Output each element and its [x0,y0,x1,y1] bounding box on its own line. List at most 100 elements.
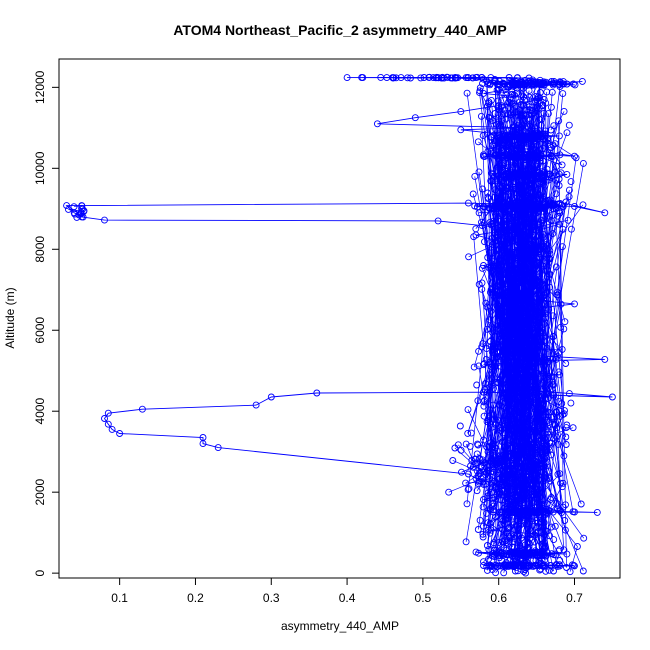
data-point [509,508,517,516]
data-point [525,328,533,336]
data-point [457,126,465,134]
trace-segment [476,462,498,491]
data-point [571,300,578,308]
trace-segment [448,465,513,493]
trace-segment [474,458,503,479]
trace-segment [494,155,502,157]
data-point [495,85,503,93]
trace-segment [479,445,518,474]
data-point [489,342,497,350]
data-point [564,216,572,224]
data-point [542,447,550,455]
trace-segment [509,486,515,497]
data-point [472,474,480,482]
trace-segment [545,412,557,557]
data-point [480,361,487,369]
data-point [491,151,499,159]
trace-segment [514,91,548,307]
trace-segment [476,453,504,475]
data-point [512,496,519,504]
data-point [497,135,505,143]
data-point [466,442,474,450]
y-axis: 0 2000 4000 6000 8000 10000 12000 [33,70,60,576]
data-point [563,421,571,429]
trace-segment [477,442,491,530]
data-point [502,86,510,93]
data-point [562,441,570,448]
data-point [557,323,565,331]
x-tick-label: 0.5 [415,591,432,605]
data-point [490,384,497,392]
data-point [569,424,577,432]
data-point [538,171,546,178]
y-tick-label: 10000 [33,151,47,185]
data-point [507,289,515,297]
data-point [500,375,508,383]
data-point [540,96,548,103]
trace-segment [516,482,519,531]
data-point [517,201,525,209]
data-point [464,406,472,414]
data-point [473,487,481,495]
data-point [490,131,498,139]
data-point [540,81,548,89]
data-point [480,562,487,569]
data-point [464,470,472,478]
data-point [513,493,521,501]
data-point [494,163,502,171]
data-point [463,89,471,97]
data-point [517,253,525,261]
trace-segment [514,82,540,86]
data-point [565,193,573,201]
data-point [511,561,519,569]
data-point [558,161,566,169]
data-point [557,479,565,487]
trace-segment [527,166,557,543]
data-point [555,368,563,376]
data-point [517,124,525,132]
data-point [528,517,536,525]
data-point [509,473,517,481]
data-point [558,201,566,209]
trace-segment [494,447,499,460]
data-point [502,559,510,567]
data-point [546,270,554,278]
data-point [500,569,508,577]
trace-segment [535,134,544,141]
data-point [495,480,503,488]
data-point [495,130,503,138]
data-point [510,294,518,302]
data-point [480,398,488,406]
data-point [540,320,548,328]
data-point [214,444,222,452]
data-point [488,479,496,487]
data-point [502,367,510,375]
data-point [518,294,526,302]
data-point [525,373,533,381]
trace-segment [429,76,445,79]
data-point [548,385,556,393]
data-point [101,415,108,422]
data-point [549,381,557,389]
data-point [525,486,533,494]
data-point [509,380,517,388]
data-point [540,508,548,516]
data-point [503,352,511,360]
data-point [512,366,520,373]
data-point [457,108,465,116]
x-tick-label: 0.4 [339,591,356,605]
trace-segment [527,375,547,413]
data-point [465,253,473,261]
data-point [476,516,484,524]
data-point [553,499,561,507]
trace-segment [516,551,538,556]
data-point [481,396,489,404]
data-point [540,531,548,539]
trace-segment [487,483,493,494]
data-point [510,562,518,570]
data-point [479,522,487,530]
data-point [559,411,567,419]
data-point [524,135,532,142]
data-point [519,327,527,335]
